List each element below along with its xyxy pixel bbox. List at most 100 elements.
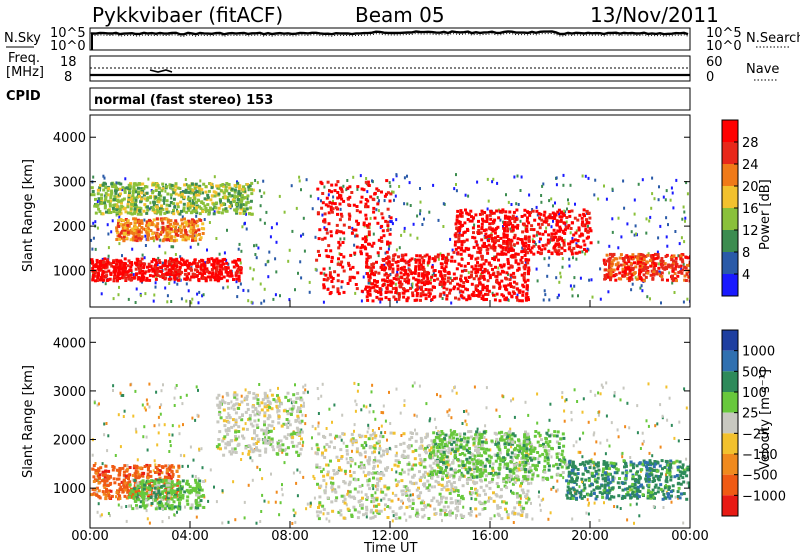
band-4-cell	[463, 264, 467, 268]
band-0-cell	[121, 270, 125, 273]
band-0-cell	[210, 263, 214, 267]
band-0-cell	[225, 279, 229, 283]
scatter-cell	[259, 282, 262, 286]
scatter-cell	[264, 436, 267, 440]
band-2-cell	[225, 195, 229, 199]
band-4-cell	[391, 257, 395, 261]
scatter-cell	[573, 388, 576, 392]
scatter-cell	[678, 242, 681, 246]
scatter-cell	[403, 176, 406, 180]
band-6-cell	[612, 268, 616, 272]
band-5-cell	[564, 225, 568, 229]
band-0-cell	[99, 466, 103, 470]
band-1-cell	[139, 238, 143, 242]
band-4-cell	[526, 296, 530, 299]
band-5-cell	[490, 212, 494, 215]
band-2-cell	[136, 195, 139, 199]
band-2-cell	[202, 182, 206, 186]
scatter-cell	[379, 300, 382, 304]
band-3-cell	[386, 191, 390, 195]
scatter-cell	[465, 409, 468, 413]
band-5-cell	[484, 228, 488, 232]
band-5-cell	[490, 239, 494, 243]
band-3-cell	[352, 203, 356, 207]
band-1-cell	[179, 231, 183, 235]
band-0-cell	[111, 468, 115, 472]
band-0-cell	[166, 471, 169, 475]
band-0-cell	[162, 274, 166, 278]
band-3-cell	[326, 276, 330, 280]
band-5-cell	[504, 214, 507, 218]
band-2-cell	[159, 210, 163, 214]
scatter-cell	[484, 424, 487, 428]
band-0-cell	[171, 475, 175, 479]
band-0-cell	[117, 268, 121, 272]
scatter-cell	[641, 178, 644, 182]
band-1-cell	[172, 506, 176, 510]
scatter-cell	[118, 215, 121, 219]
band-4-cell	[480, 297, 484, 300]
band-2-cell	[112, 203, 116, 207]
scatter-cell	[412, 222, 415, 226]
noise-search-trace	[91, 32, 689, 37]
band-4-cell	[387, 260, 391, 264]
scatter-cell	[392, 514, 395, 518]
scatter-cell	[240, 458, 243, 461]
band-5-cell	[502, 252, 506, 256]
band-5-cell	[508, 219, 512, 223]
band-4-cell	[400, 282, 404, 286]
band-4-cell	[391, 287, 395, 290]
band-1-cell	[197, 496, 201, 500]
scatter-cell	[259, 218, 262, 222]
band-4-cell	[475, 294, 479, 297]
band-4-cell	[515, 282, 519, 286]
scatter-cell	[192, 458, 195, 462]
band-6-cell	[603, 277, 607, 281]
freq-left-units: [MHz]	[6, 65, 44, 80]
scatter-cell	[394, 194, 397, 198]
band-5-cell	[467, 247, 471, 251]
scatter-cell	[239, 282, 242, 286]
scatter-cell	[337, 468, 340, 472]
band-0-cell	[122, 266, 126, 270]
band-0-cell	[219, 264, 223, 268]
band-0-cell	[227, 271, 231, 275]
band-5-cell	[586, 229, 590, 233]
band-4-cell	[373, 289, 377, 293]
band-5-cell	[489, 217, 493, 221]
band-2-cell	[217, 210, 221, 214]
freq-right-tick-bottom: 0	[706, 70, 714, 85]
band-2-cell	[139, 200, 143, 204]
scatter-cell	[115, 181, 118, 185]
scatter-cell	[191, 416, 194, 420]
band-1-cell	[174, 219, 178, 223]
band-3-cell	[376, 221, 380, 225]
band-0-cell	[142, 264, 146, 268]
band-4-cell	[509, 282, 512, 286]
scatter-cell	[395, 451, 398, 455]
band-4-cell	[365, 260, 369, 264]
band-5-cell	[554, 231, 558, 235]
scatter-cell	[597, 197, 600, 201]
scatter-cell	[167, 464, 170, 468]
scatter-cell	[565, 220, 568, 224]
band-3-cell	[370, 269, 374, 273]
band-0-cell	[222, 275, 226, 279]
band-1-cell	[146, 238, 150, 242]
band-2-cell	[174, 184, 178, 188]
band-0-cell	[128, 466, 132, 469]
band-0-cell	[221, 258, 225, 262]
band-1-cell	[115, 226, 119, 230]
scatter-cell	[304, 388, 307, 392]
band-0-cell	[137, 276, 141, 280]
scatter-cell	[485, 438, 488, 442]
band-0-cell	[102, 278, 106, 282]
band-4-cell	[417, 272, 421, 276]
scatter-cell	[555, 276, 558, 280]
scatter-cell	[390, 468, 393, 472]
scatter-cell	[291, 522, 294, 525]
scatter-cell	[549, 511, 552, 515]
scatter-cell	[575, 440, 578, 444]
band-5-cell	[506, 223, 510, 227]
band-2-cell	[214, 191, 218, 195]
